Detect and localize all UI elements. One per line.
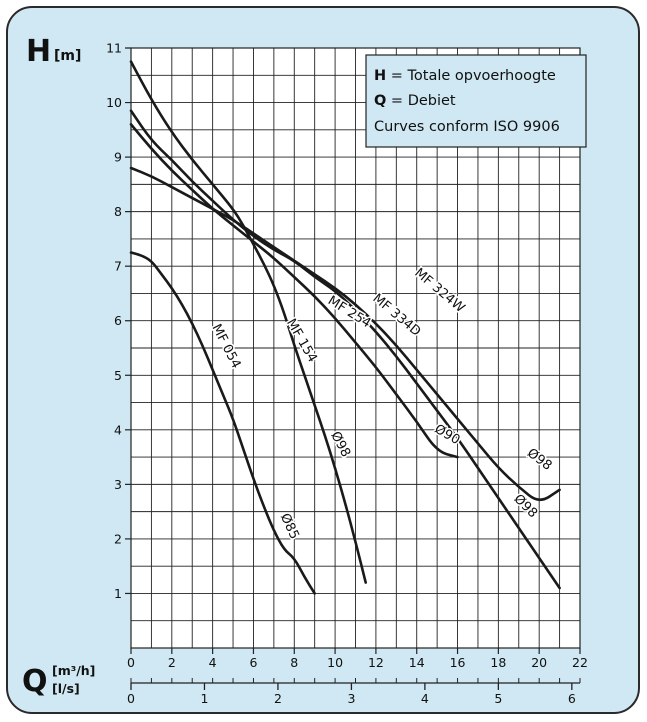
y-tick-label: 6 <box>114 313 122 328</box>
legend-line-3: Curves conform ISO 9906 <box>374 119 560 135</box>
x-tick-label: 14 <box>409 655 425 670</box>
y-tick-label: 10 <box>106 95 122 110</box>
y-tick-label: 2 <box>114 531 122 546</box>
secondary-x-tick-label: 3 <box>347 691 355 706</box>
y-tick-label: 3 <box>114 477 122 492</box>
legend-line-1: H = Totale opvoerhoogte <box>374 68 556 84</box>
series-line-mf-254 <box>129 123 459 459</box>
y-tick-label: 8 <box>114 204 122 219</box>
x-tick-label: 8 <box>290 655 298 670</box>
x-axis-unit-top: [m³/h] <box>52 663 95 678</box>
legend: H = Totale opvoerhoogte Q = Debiet Curve… <box>365 54 587 148</box>
series-lines <box>129 60 561 595</box>
legend-box <box>365 54 587 148</box>
secondary-x-tick-label: 0 <box>127 691 135 706</box>
y-tick-label: 4 <box>114 422 122 437</box>
series-line-mf-334d <box>129 109 561 590</box>
x-tick-label: 2 <box>168 655 176 670</box>
y-tick-label: 11 <box>106 41 122 56</box>
y-axis-unit: [m] <box>54 48 81 64</box>
x-tick-label: 20 <box>531 655 547 670</box>
x-axis-unit-bottom: [l/s] <box>52 681 80 696</box>
secondary-x-tick-label: 6 <box>568 691 576 706</box>
x-axis-label: Q <box>22 664 48 699</box>
series-line-mf-324w <box>129 166 561 502</box>
x-tick-label: 22 <box>572 655 588 670</box>
chart-card: MF 054 Ø85 MF 154 Ø98 MF 254 Ø90 MF 334D Ø98 MF … <box>6 6 640 714</box>
x-tick-label: 4 <box>209 655 217 670</box>
x-tick-label: 12 <box>368 655 384 670</box>
y-axis-label: H <box>26 34 51 69</box>
x-tick-label: 10 <box>327 655 343 670</box>
y-tick-label: 1 <box>114 586 122 601</box>
x-tick-label: 0 <box>127 655 135 670</box>
series-line-mf-054 <box>129 251 316 595</box>
x-tick-label: 16 <box>450 655 466 670</box>
y-tick-label: 7 <box>114 259 122 274</box>
series-line-mf-154 <box>129 60 368 584</box>
secondary-x-tick-label: 1 <box>200 691 208 706</box>
secondary-x-tick-label: 2 <box>274 691 282 706</box>
grid <box>131 48 580 648</box>
x-tick-label: 18 <box>490 655 506 670</box>
x-tick-label: 6 <box>249 655 257 670</box>
secondary-x-tick-label: 5 <box>494 691 502 706</box>
y-tick-label: 5 <box>114 368 122 383</box>
legend-line-2: Q = Debiet <box>374 93 456 109</box>
secondary-x-tick-label: 4 <box>421 691 429 706</box>
y-tick-label: 9 <box>114 150 122 165</box>
